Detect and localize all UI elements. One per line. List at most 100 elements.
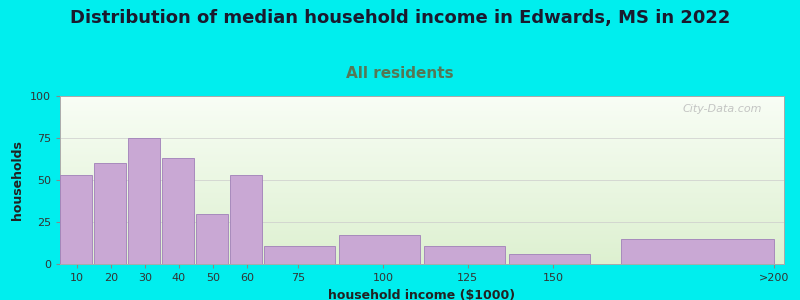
Bar xyxy=(60,259,784,260)
Bar xyxy=(60,207,784,208)
Bar xyxy=(60,120,784,121)
Bar xyxy=(60,229,784,230)
Bar xyxy=(162,158,194,264)
Bar xyxy=(60,165,784,166)
Bar xyxy=(60,114,784,115)
Bar xyxy=(60,203,784,204)
Bar xyxy=(60,133,784,134)
Text: City-Data.com: City-Data.com xyxy=(682,104,762,114)
Bar xyxy=(60,173,784,174)
Bar xyxy=(60,183,784,184)
Bar xyxy=(60,236,784,237)
Bar xyxy=(60,241,784,242)
Bar xyxy=(60,191,784,192)
Bar xyxy=(60,235,784,236)
Bar xyxy=(60,177,784,178)
Bar xyxy=(60,141,784,142)
Bar xyxy=(60,168,784,169)
Bar xyxy=(60,164,784,165)
Bar xyxy=(60,218,784,219)
Bar xyxy=(60,262,784,263)
Bar xyxy=(60,250,784,251)
Bar xyxy=(60,208,784,209)
Bar xyxy=(128,138,160,264)
Bar xyxy=(60,124,784,125)
Bar xyxy=(60,233,784,234)
Bar xyxy=(60,197,784,198)
Bar xyxy=(60,103,784,104)
Bar xyxy=(60,212,784,213)
Bar xyxy=(621,239,774,264)
Bar xyxy=(60,151,784,152)
Bar xyxy=(94,163,126,264)
Bar xyxy=(60,156,784,157)
Bar xyxy=(60,112,784,113)
Bar xyxy=(60,154,784,155)
Bar xyxy=(60,204,784,205)
Bar xyxy=(264,245,335,264)
Bar xyxy=(60,257,784,258)
Bar xyxy=(60,244,784,245)
Bar xyxy=(60,107,784,108)
Bar xyxy=(60,98,784,99)
Bar xyxy=(60,172,784,173)
Bar xyxy=(60,231,784,232)
Bar xyxy=(60,216,784,217)
Bar xyxy=(60,263,784,264)
Bar xyxy=(60,239,784,240)
Bar xyxy=(60,97,784,98)
Bar xyxy=(60,253,784,254)
Bar xyxy=(60,211,784,212)
Bar xyxy=(60,258,784,259)
Bar xyxy=(60,117,784,118)
Bar xyxy=(60,110,784,111)
Bar xyxy=(60,142,784,143)
Bar xyxy=(60,134,784,135)
Bar xyxy=(60,179,784,180)
Bar xyxy=(60,190,784,191)
Bar xyxy=(60,148,784,149)
Bar xyxy=(60,157,784,158)
Bar xyxy=(60,213,784,214)
Bar xyxy=(60,155,784,156)
Bar xyxy=(60,143,784,144)
Bar xyxy=(424,245,506,264)
Bar xyxy=(60,225,784,226)
Bar xyxy=(230,175,262,264)
Bar xyxy=(60,105,784,106)
Bar xyxy=(60,180,784,181)
Bar xyxy=(60,255,784,256)
Bar xyxy=(60,169,784,170)
Text: Distribution of median household income in Edwards, MS in 2022: Distribution of median household income … xyxy=(70,9,730,27)
Bar xyxy=(60,115,784,116)
Bar xyxy=(60,128,784,129)
Bar xyxy=(60,206,784,207)
Bar xyxy=(60,123,784,124)
Bar xyxy=(60,176,784,177)
Bar xyxy=(60,251,784,252)
Bar xyxy=(60,228,784,229)
Bar xyxy=(60,125,784,126)
Bar xyxy=(60,234,784,235)
Bar xyxy=(196,214,228,264)
Bar xyxy=(60,181,784,182)
Bar xyxy=(60,101,784,102)
Bar xyxy=(60,194,784,195)
Bar xyxy=(60,161,784,162)
Bar xyxy=(60,219,784,220)
Bar xyxy=(60,189,784,190)
Bar xyxy=(60,232,784,233)
Bar xyxy=(60,127,784,128)
Bar xyxy=(60,102,784,103)
Text: All residents: All residents xyxy=(346,66,454,81)
Bar xyxy=(60,202,784,203)
Bar xyxy=(60,188,784,189)
Bar xyxy=(60,238,784,239)
Bar xyxy=(60,222,784,223)
Bar xyxy=(60,162,784,163)
Bar xyxy=(60,196,784,197)
Bar xyxy=(60,215,784,216)
Bar xyxy=(60,108,784,109)
Bar xyxy=(60,170,784,171)
Y-axis label: households: households xyxy=(11,140,25,220)
